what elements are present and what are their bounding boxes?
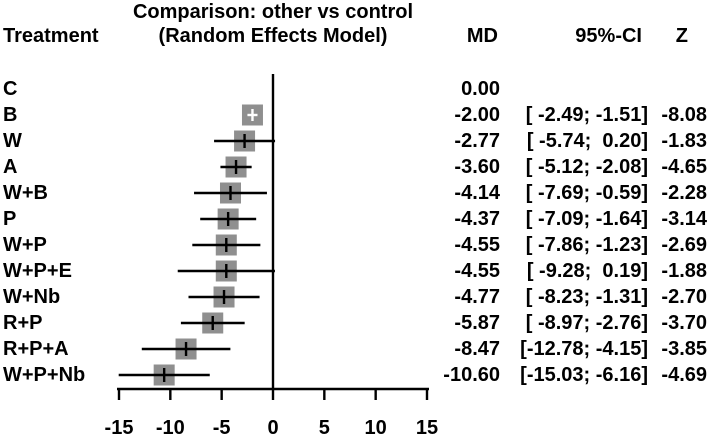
forest-row: W+Nb -4.77 [ -8.23; -1.31] -2.70 (0, 284, 708, 310)
forest-row: R+P -5.87 [ -8.97; -2.76] -3.70 (0, 310, 708, 336)
forest-row: W+P+E -4.55 [ -9.28; 0.19] -1.88 (0, 258, 708, 284)
x-axis-tick-label: -15 (105, 417, 134, 439)
z-value: -1.88 (661, 260, 707, 282)
x-axis-tick-label: 0 (267, 417, 278, 439)
ci-value: [ -8.23; -1.31] (525, 286, 648, 308)
forest-row: C 0.00 (0, 76, 708, 102)
ci-value: [ -5.12; -2.08] (525, 156, 648, 178)
md-value: -8.47 (454, 338, 500, 360)
treatment-label: W+B (3, 182, 48, 204)
z-value: -1.83 (661, 130, 707, 152)
x-axis-tick-label: -5 (213, 417, 231, 439)
ci-value: [ -9.28; 0.19] (526, 260, 648, 282)
ci-value: [ -5.74; 0.20] (526, 130, 648, 152)
chart-title-line2: (Random Effects Model) (158, 25, 388, 47)
treatment-label: R+P+A (3, 338, 69, 360)
md-value: -4.55 (454, 260, 500, 282)
forest-row: A -3.60 [ -5.12; -2.08] -4.65 (0, 154, 708, 180)
md-value: -4.55 (454, 234, 500, 256)
md-column-header: MD (466, 25, 498, 47)
treatment-label: W+P+E (3, 260, 72, 282)
x-axis-tick-label: 15 (416, 417, 438, 439)
x-axis-tick-label: -10 (156, 417, 185, 439)
md-value: -4.37 (454, 208, 500, 230)
treatment-label: A (3, 156, 18, 178)
forest-row: P -4.37 [ -7.09; -1.64] -3.14 (0, 206, 708, 232)
md-value: 0.00 (461, 78, 500, 100)
z-value: -4.69 (661, 364, 707, 386)
z-column-header: Z (675, 25, 688, 47)
z-value: -2.70 (661, 286, 707, 308)
z-value: -3.14 (661, 208, 707, 230)
treatment-label: W (3, 130, 22, 152)
forest-row: W+P+Nb -10.60 [-15.03; -6.16] -4.69 (0, 362, 708, 388)
ci-column-header: 95%-CI (575, 25, 642, 47)
treatment-label: B (3, 104, 18, 126)
ci-value: [ -7.69; -0.59] (525, 182, 648, 204)
forest-row: W+B -4.14 [ -7.69; -0.59] -2.28 (0, 180, 708, 206)
ci-value: [-15.03; -6.16] (520, 364, 648, 386)
treatment-label: R+P (3, 312, 43, 334)
z-value: -3.70 (661, 312, 707, 334)
z-value: -8.08 (661, 104, 707, 126)
x-axis-tick-label: 10 (365, 417, 387, 439)
md-value: -2.00 (454, 104, 500, 126)
ci-value: [ -8.97; -2.76] (525, 312, 648, 334)
md-value: -4.14 (454, 182, 500, 204)
treatment-label: W+Nb (3, 286, 61, 308)
treatment-label: C (3, 78, 18, 100)
treatment-label: P (3, 208, 17, 230)
treatment-label: W+P (3, 234, 47, 256)
z-value: -2.69 (661, 234, 707, 256)
ci-value: [ -2.49; -1.51] (525, 104, 648, 126)
md-value: -4.77 (454, 286, 500, 308)
forest-row: B -2.00 [ -2.49; -1.51] -8.08 (0, 102, 708, 128)
forest-row: W -2.77 [ -5.74; 0.20] -1.83 (0, 128, 708, 154)
z-value: -3.85 (661, 338, 707, 360)
md-value: -3.60 (454, 156, 500, 178)
forest-row: W+P -4.55 [ -7.86; -1.23] -2.69 (0, 232, 708, 258)
x-axis-tick-label: 5 (319, 417, 330, 439)
md-value: -10.60 (443, 364, 500, 386)
z-value: -4.65 (661, 156, 707, 178)
treatment-label: W+P+Nb (3, 364, 86, 386)
ci-value: [ -7.09; -1.64] (525, 208, 648, 230)
forest-row: R+P+A -8.47 [-12.78; -4.15] -3.85 (0, 336, 708, 362)
chart-title-line1: Comparison: other vs control (132, 1, 414, 23)
ci-value: [-12.78; -4.15] (520, 338, 648, 360)
z-value: -2.28 (661, 182, 707, 204)
treatment-column-header: Treatment (3, 25, 99, 47)
md-value: -2.77 (454, 130, 500, 152)
ci-value: [ -7.86; -1.23] (525, 234, 648, 256)
md-value: -5.87 (454, 312, 500, 334)
